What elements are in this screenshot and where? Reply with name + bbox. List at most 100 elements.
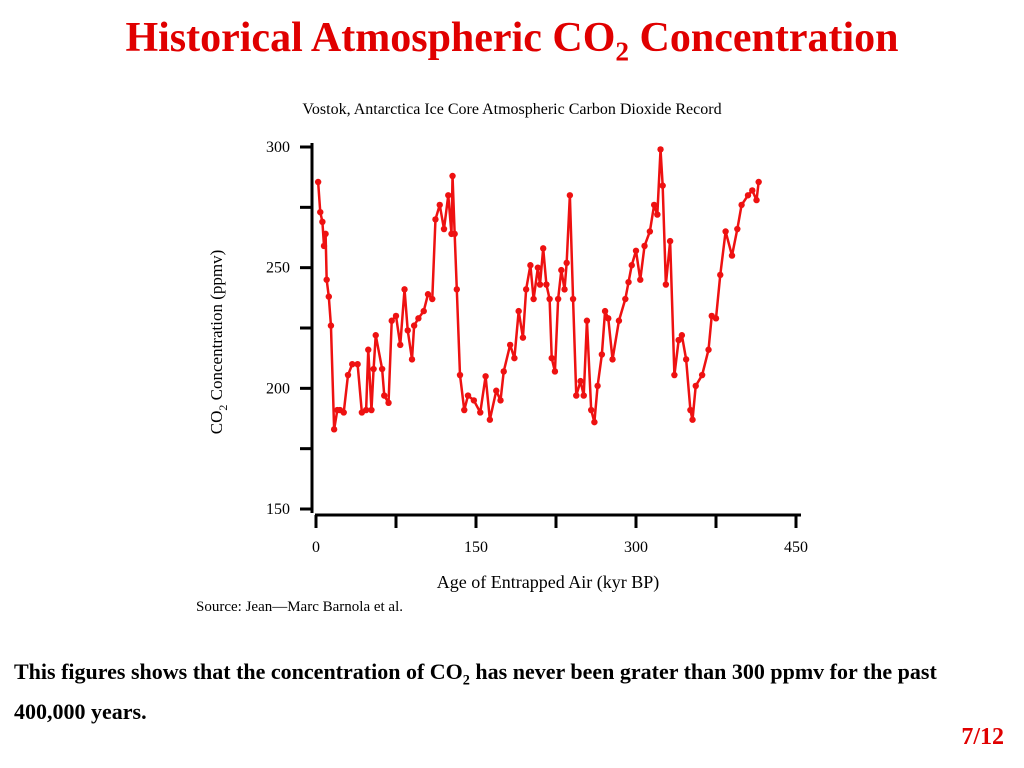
title-text: Concentration — [629, 15, 899, 61]
data-point — [500, 368, 507, 375]
data-point — [330, 426, 338, 433]
data-point — [717, 271, 724, 279]
data-point — [362, 406, 370, 414]
data-point — [432, 216, 439, 223]
data-point — [609, 356, 616, 363]
data-point — [734, 225, 741, 233]
data-point — [662, 281, 670, 288]
y-tick-label: 250 — [266, 260, 290, 277]
data-point — [370, 365, 377, 373]
data-point — [722, 228, 729, 235]
data-point — [420, 307, 427, 315]
data-point — [577, 377, 584, 385]
data-point — [566, 192, 574, 199]
x-axis-label: Age of Entrapped Air (kyr BP) — [437, 572, 659, 593]
data-point — [598, 351, 606, 358]
caption-text: has never been grater than 300 ppmv for … — [14, 659, 937, 725]
data-point — [323, 276, 330, 283]
data-point — [551, 368, 559, 375]
data-point — [440, 225, 448, 233]
co2-line — [316, 148, 760, 431]
data-point — [445, 192, 452, 199]
data-point — [591, 418, 598, 426]
data-point — [755, 178, 762, 186]
data-point — [605, 315, 612, 322]
data-point — [678, 332, 686, 339]
data-point — [749, 187, 756, 194]
data-point — [594, 382, 601, 390]
data-point — [522, 286, 530, 293]
data-point — [543, 281, 550, 288]
data-point — [675, 336, 682, 344]
data-point — [477, 409, 484, 416]
data-point — [511, 354, 518, 362]
data-point — [368, 406, 375, 414]
data-point — [392, 312, 400, 320]
data-point — [692, 382, 699, 390]
data-point — [569, 295, 577, 303]
data-point — [536, 281, 544, 288]
data-point — [378, 365, 386, 373]
data-point — [646, 228, 654, 235]
data-point — [728, 252, 736, 259]
data-point — [530, 295, 537, 303]
data-point — [506, 341, 514, 349]
data-point — [682, 356, 690, 363]
data-point — [372, 332, 379, 339]
data-point — [456, 371, 464, 379]
data-point — [705, 346, 712, 353]
data-point — [632, 247, 640, 254]
data-point — [486, 416, 494, 423]
caption-text: This figures shows that the concentratio… — [14, 659, 463, 684]
data-point — [453, 286, 460, 293]
y-label-subscript: 2 — [216, 405, 230, 411]
data-point — [628, 262, 635, 269]
data-point — [580, 392, 587, 399]
data-point — [558, 266, 565, 274]
data-point — [410, 322, 418, 329]
data-point — [657, 146, 664, 153]
caption: This figures shows that the concentratio… — [14, 656, 1004, 727]
data-point — [546, 295, 553, 303]
data-point — [615, 317, 623, 324]
data-point — [738, 201, 745, 209]
data-point — [317, 208, 324, 216]
data-point — [385, 399, 392, 407]
data-point — [461, 406, 468, 414]
data-point — [320, 242, 328, 250]
caption-subscript: 2 — [462, 672, 470, 689]
x-tick-label: 450 — [784, 539, 808, 556]
data-point — [712, 315, 720, 322]
data-point — [554, 295, 562, 303]
page-number: 7/12 — [961, 724, 1004, 750]
y-label-text: CO — [207, 411, 226, 435]
data-point — [534, 264, 542, 271]
data-point — [327, 322, 335, 329]
data-point — [314, 178, 322, 186]
data-point — [583, 317, 591, 324]
data-point — [404, 327, 411, 334]
title-text: Historical Atmospheric CO — [125, 15, 616, 61]
data-point — [415, 315, 422, 322]
data-point — [397, 341, 404, 349]
data-point — [588, 406, 595, 414]
data-point — [540, 245, 547, 252]
chart-title: Vostok, Antarctica Ice Core Atmospheric … — [302, 101, 721, 118]
data-point — [451, 230, 458, 238]
data-point — [408, 356, 416, 363]
data-point — [601, 307, 609, 315]
data-point — [319, 218, 326, 226]
data-point — [322, 230, 329, 238]
y-label-text: Concentration (ppmv) — [207, 250, 226, 405]
data-point — [449, 172, 456, 180]
y-tick-label: 300 — [266, 139, 290, 156]
data-point — [698, 371, 706, 379]
data-point — [625, 278, 632, 286]
data-point — [429, 295, 436, 303]
data-point — [482, 373, 489, 380]
data-point — [654, 211, 661, 218]
x-tick-label: 150 — [464, 539, 488, 556]
chart: Vostok, Antarctica Ice Core Atmospheric … — [196, 101, 808, 615]
data-point — [365, 346, 372, 353]
